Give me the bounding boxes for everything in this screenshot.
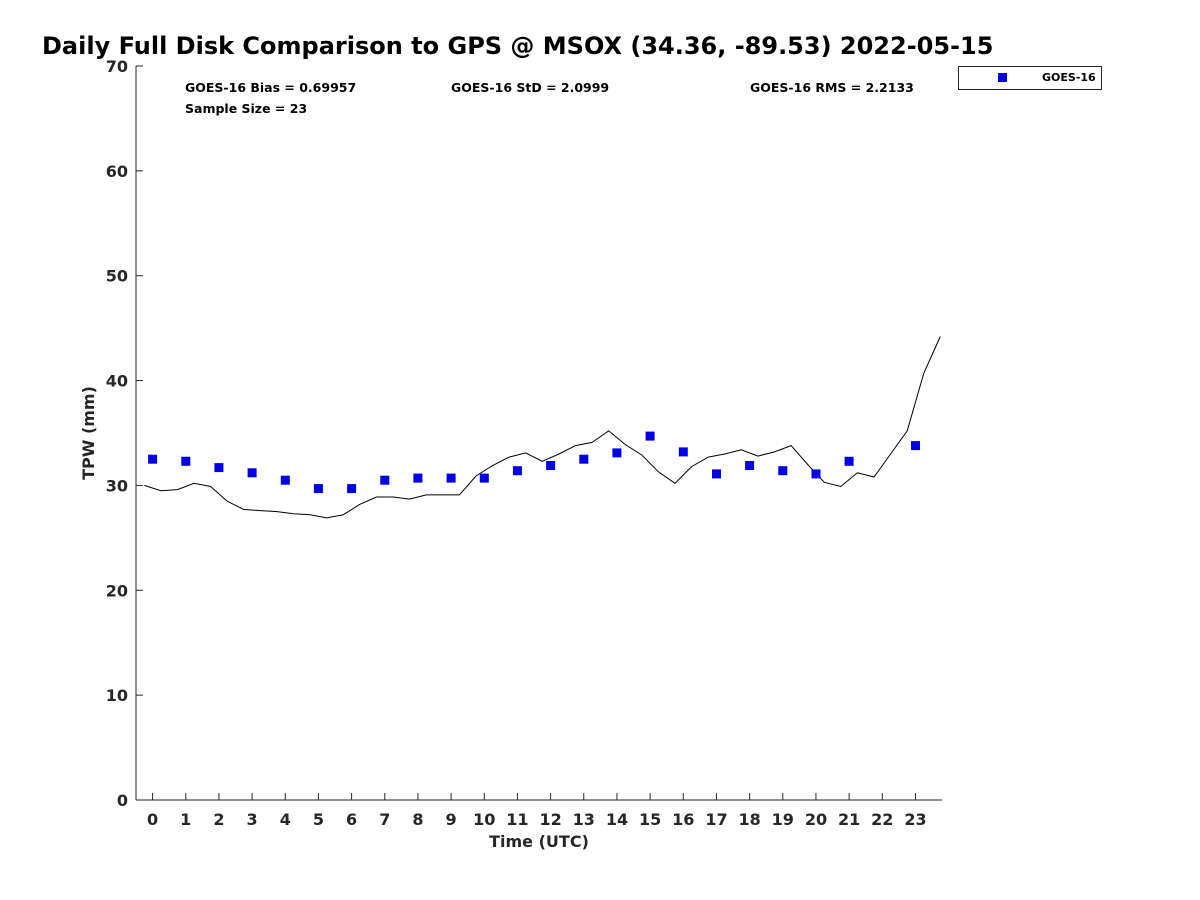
stat-rms: GOES-16 RMS = 2.2133	[750, 80, 914, 95]
x-tick-label: 6	[346, 810, 357, 829]
gps-line-layer	[144, 336, 941, 519]
x-tick-label: 2	[213, 810, 224, 829]
goes16-point	[380, 475, 390, 485]
legend-box	[958, 66, 1102, 90]
legend-marker-goes16	[998, 73, 1007, 82]
x-tick-label: 7	[379, 810, 390, 829]
goes16-point	[512, 466, 522, 476]
x-axis-label: Time (UTC)	[489, 832, 589, 851]
chart-title: Daily Full Disk Comparison to GPS @ MSOX…	[42, 32, 993, 60]
x-tick-label: 21	[838, 810, 860, 829]
y-tick-label: 40	[106, 372, 128, 391]
x-tick-label: 3	[247, 810, 258, 829]
goes16-point	[911, 441, 920, 451]
goes16-point	[645, 431, 655, 441]
plot-area	[136, 66, 942, 800]
goes16-point	[446, 473, 456, 483]
x-tick-label: 8	[412, 810, 423, 829]
x-tick-label: 14	[606, 810, 628, 829]
goes16-point	[181, 456, 191, 466]
x-tick-label: 20	[805, 810, 827, 829]
y-axis-label: TPW (mm)	[79, 386, 98, 480]
goes16-point	[214, 463, 224, 473]
stat-bias: GOES-16 Bias = 0.69957	[185, 80, 356, 95]
y-tick-label: 20	[106, 581, 128, 600]
goes16-point	[811, 469, 821, 479]
goes16-point	[546, 461, 556, 470]
x-tick-label: 11	[506, 810, 528, 829]
goes16-point	[612, 448, 622, 458]
stat-sample-size: Sample Size = 23	[185, 101, 307, 116]
goes16-point	[479, 473, 489, 483]
x-tick-label: 23	[904, 810, 926, 829]
x-tick-label: 0	[147, 810, 158, 829]
y-tick-label: 50	[106, 267, 128, 286]
y-tick-label: 70	[106, 57, 128, 76]
y-tick-label: 30	[106, 476, 128, 495]
goes16-point	[579, 454, 589, 464]
x-tick-label: 16	[672, 810, 694, 829]
x-tick-label: 5	[313, 810, 324, 829]
x-tick-label: 19	[772, 810, 794, 829]
x-tick-label: 22	[871, 810, 893, 829]
x-tick-label: 9	[446, 810, 457, 829]
goes16-marker-layer	[148, 431, 920, 494]
x-tick-label: 1	[180, 810, 191, 829]
goes16-point	[745, 461, 755, 470]
legend-label-goes16: GOES-16	[1042, 71, 1096, 84]
y-axis-ticks: 0 10 20 30 40 50 60 70	[106, 57, 143, 810]
goes16-point	[678, 447, 688, 457]
x-axis-ticks: 0 1 2 3 4 5 6 7 8 9 10 11 12 13 14 15 16 17 18 19 20 21 22 23	[147, 793, 927, 829]
y-tick-label: 60	[106, 162, 128, 181]
goes16-point	[844, 456, 854, 466]
goes16-point	[347, 484, 357, 494]
goes16-point	[313, 484, 323, 494]
goes16-point	[778, 466, 788, 476]
y-tick-label: 10	[106, 686, 128, 705]
x-tick-label: 18	[738, 810, 760, 829]
gps-tpw-line	[144, 336, 941, 519]
goes16-point	[280, 475, 290, 485]
x-tick-label: 12	[539, 810, 561, 829]
legend: GOES-16	[958, 66, 1102, 90]
stat-std: GOES-16 StD = 2.0999	[451, 80, 609, 95]
goes16-point	[247, 468, 257, 478]
x-tick-label: 4	[280, 810, 291, 829]
goes16-point	[413, 473, 423, 483]
x-tick-label: 13	[573, 810, 595, 829]
y-tick-label: 0	[117, 791, 128, 810]
goes16-point	[712, 469, 721, 479]
x-tick-label: 15	[639, 810, 661, 829]
x-tick-label: 17	[705, 810, 727, 829]
goes16-point	[148, 454, 158, 464]
x-tick-label: 10	[473, 810, 495, 829]
